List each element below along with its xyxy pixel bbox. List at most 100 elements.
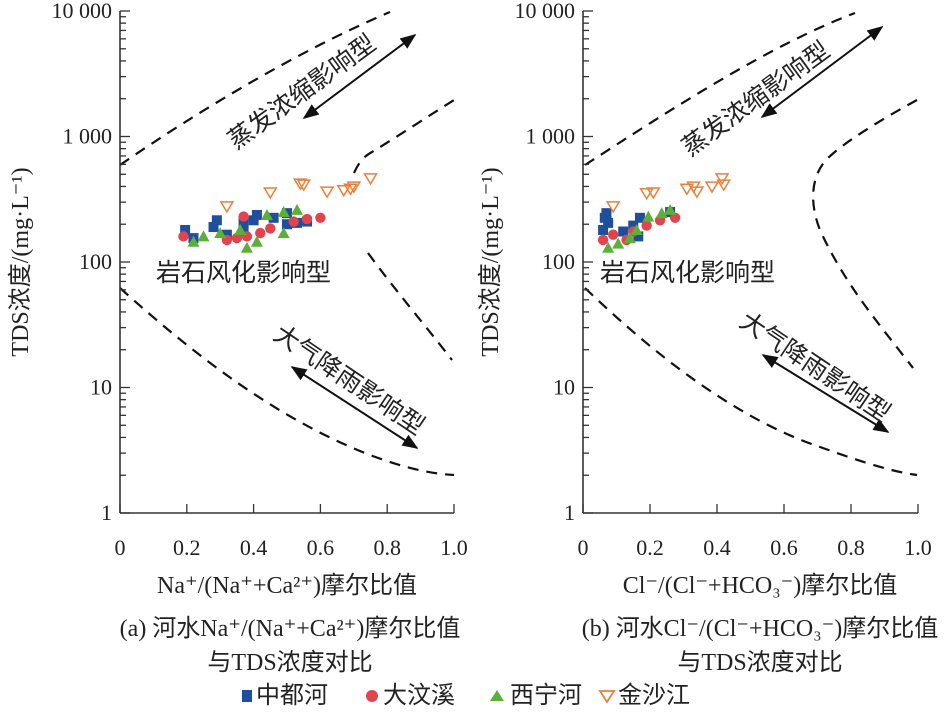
caption-a-line1: (a) 河水Na⁺/(Na⁺+Ca²⁺)摩尔比值 bbox=[120, 615, 461, 642]
rock-boundary-right bbox=[367, 252, 453, 361]
data-point-square bbox=[282, 219, 292, 230]
data-point-triangle bbox=[277, 206, 290, 218]
y-tick-label: 10 000 bbox=[52, 0, 113, 23]
x-tick-label: 0.4 bbox=[240, 535, 268, 560]
data-point-triangle-down-open bbox=[689, 186, 705, 199]
data-point-triangle bbox=[240, 241, 253, 253]
rock-weathering-label: 岩石风化影响型 bbox=[600, 258, 775, 287]
x-axis-label: Cl⁻/(Cl⁻+HCO₃⁻)摩尔比值 bbox=[623, 572, 898, 599]
x-tick-label: 0.8 bbox=[837, 535, 865, 560]
x-tick-label: 0.8 bbox=[373, 535, 401, 560]
data-point-triangle bbox=[260, 208, 273, 220]
data-point-circle bbox=[265, 223, 276, 234]
precipitation-label: 大气降雨影响型 bbox=[269, 319, 430, 441]
x-tick-label: 0 bbox=[578, 535, 589, 560]
evaporation-label: 蒸发浓缩影响型 bbox=[222, 29, 381, 155]
x-tick-label: 1.0 bbox=[440, 535, 468, 560]
data-point-circle bbox=[238, 211, 249, 222]
legend-label: 西宁河 bbox=[510, 682, 582, 709]
evaporation-label: 蒸发浓缩影响型 bbox=[676, 36, 835, 162]
precipitation-boundary bbox=[119, 287, 455, 477]
legend-label: 金沙江 bbox=[618, 682, 690, 709]
data-point-triangle-down-open bbox=[346, 181, 362, 194]
data-point-circle bbox=[607, 229, 619, 240]
data-point-triangle bbox=[655, 207, 668, 219]
data-point-circle bbox=[301, 213, 313, 225]
data-point-triangle bbox=[602, 241, 615, 253]
panel-b: 蒸发浓缩影响型 岩石风化影响型 大气降雨影响型 TDS浓度/(mg·L⁻¹) C… bbox=[477, 0, 938, 676]
data-point-square bbox=[238, 217, 249, 228]
data-point-triangle bbox=[250, 235, 263, 247]
x-tick-label: 0.4 bbox=[703, 535, 731, 560]
data-point-square bbox=[208, 222, 219, 233]
data-point-triangle-down-open bbox=[714, 173, 730, 186]
legend-item-zhongduhe: 中都河 bbox=[242, 682, 328, 709]
legend-label: 中都河 bbox=[256, 682, 328, 709]
precipitation-label: 大气降雨影响型 bbox=[735, 306, 896, 428]
data-point-square bbox=[598, 224, 609, 235]
axes-a: 10 000 1 000 100 10 10 0.2 0.4 0.6 0.8 1.0 bbox=[52, 0, 468, 560]
rock-weathering-label: 岩石风化影响型 bbox=[156, 258, 331, 287]
data-point-triangle-down-open bbox=[679, 183, 695, 196]
y-axis-label: TDS浓度/(mg·L⁻¹) bbox=[477, 167, 504, 356]
x-tick-label: 0 bbox=[115, 535, 126, 560]
data-point-triangle bbox=[277, 227, 290, 239]
data-point-triangle bbox=[291, 203, 304, 215]
legend-marker-triangle bbox=[490, 690, 504, 701]
data-point-triangle-down-open bbox=[716, 179, 732, 192]
data-point-triangle bbox=[664, 203, 677, 215]
data-point-circle bbox=[641, 220, 652, 231]
data-point-square bbox=[633, 231, 644, 242]
legend-item-jinshajiang: 金沙江 bbox=[598, 682, 690, 709]
data-point-circle bbox=[178, 231, 189, 242]
data-point-triangle-down-open bbox=[262, 187, 278, 200]
data-point-triangle-down-open bbox=[293, 178, 308, 191]
precipitation-arrow bbox=[290, 366, 419, 449]
data-point-square bbox=[268, 212, 279, 223]
data-point-circle bbox=[288, 216, 299, 227]
data-point-triangle bbox=[234, 223, 247, 235]
evaporation-arrow bbox=[760, 26, 884, 118]
data-point-square bbox=[618, 226, 629, 237]
data-point-square bbox=[251, 209, 262, 220]
data-point-circle bbox=[231, 232, 243, 244]
data-point-triangle-down-open bbox=[343, 183, 358, 196]
evaporation-rock-boundary-right bbox=[812, 99, 918, 369]
data-point-circle bbox=[315, 212, 326, 224]
data-point-triangle bbox=[214, 227, 227, 239]
legend: 中都河 大汶溪 西宁河 金沙江 bbox=[242, 682, 690, 709]
data-point-triangle-down-open bbox=[336, 184, 352, 198]
evaporation-boundary-lower bbox=[353, 99, 455, 174]
data-point-triangle bbox=[197, 230, 210, 242]
x-tick-label: 1.0 bbox=[904, 535, 932, 560]
data-point-square bbox=[634, 212, 645, 223]
points-b bbox=[597, 173, 732, 253]
caption-a-line2: 与TDS浓度对比 bbox=[207, 649, 372, 676]
data-point-triangle-down-open bbox=[704, 181, 720, 194]
points-a bbox=[178, 173, 378, 253]
data-point-square bbox=[248, 215, 259, 226]
data-point-triangle-down-open bbox=[319, 186, 335, 199]
data-point-circle bbox=[255, 227, 266, 239]
x-tick-label: 0.6 bbox=[770, 535, 798, 560]
legend-marker-circle bbox=[366, 690, 378, 702]
x-tick-label: 0.2 bbox=[173, 535, 201, 560]
y-tick-label: 100 bbox=[79, 249, 112, 274]
data-point-square bbox=[601, 208, 612, 219]
legend-item-dawenxi: 大汶溪 bbox=[366, 682, 455, 709]
x-axis-label: Na⁺/(Na⁺+Ca²⁺)摩尔比值 bbox=[157, 572, 417, 599]
y-tick-label: 10 000 bbox=[515, 0, 576, 23]
precipitation-arrow bbox=[761, 354, 890, 433]
y-tick-label: 1 bbox=[101, 500, 112, 525]
data-point-triangle-down-open bbox=[363, 173, 378, 186]
legend-label: 大汶溪 bbox=[383, 682, 455, 709]
caption-b-line1: (b) 河水Cl⁻/(Cl⁻+HCO₃⁻)摩尔比值 bbox=[582, 615, 939, 642]
data-point-triangle-down-open bbox=[646, 187, 661, 200]
y-tick-label: 100 bbox=[542, 249, 575, 274]
data-point-circle bbox=[669, 212, 681, 224]
panel-a: 蒸发浓缩影响型 岩石风化影响型 大气降雨影响型 TDS浓度/(mg·L⁻¹) N… bbox=[7, 0, 468, 676]
x-tick-label: 0.6 bbox=[307, 535, 335, 560]
data-point-triangle bbox=[630, 223, 643, 235]
y-tick-label: 1 000 bbox=[63, 124, 113, 149]
